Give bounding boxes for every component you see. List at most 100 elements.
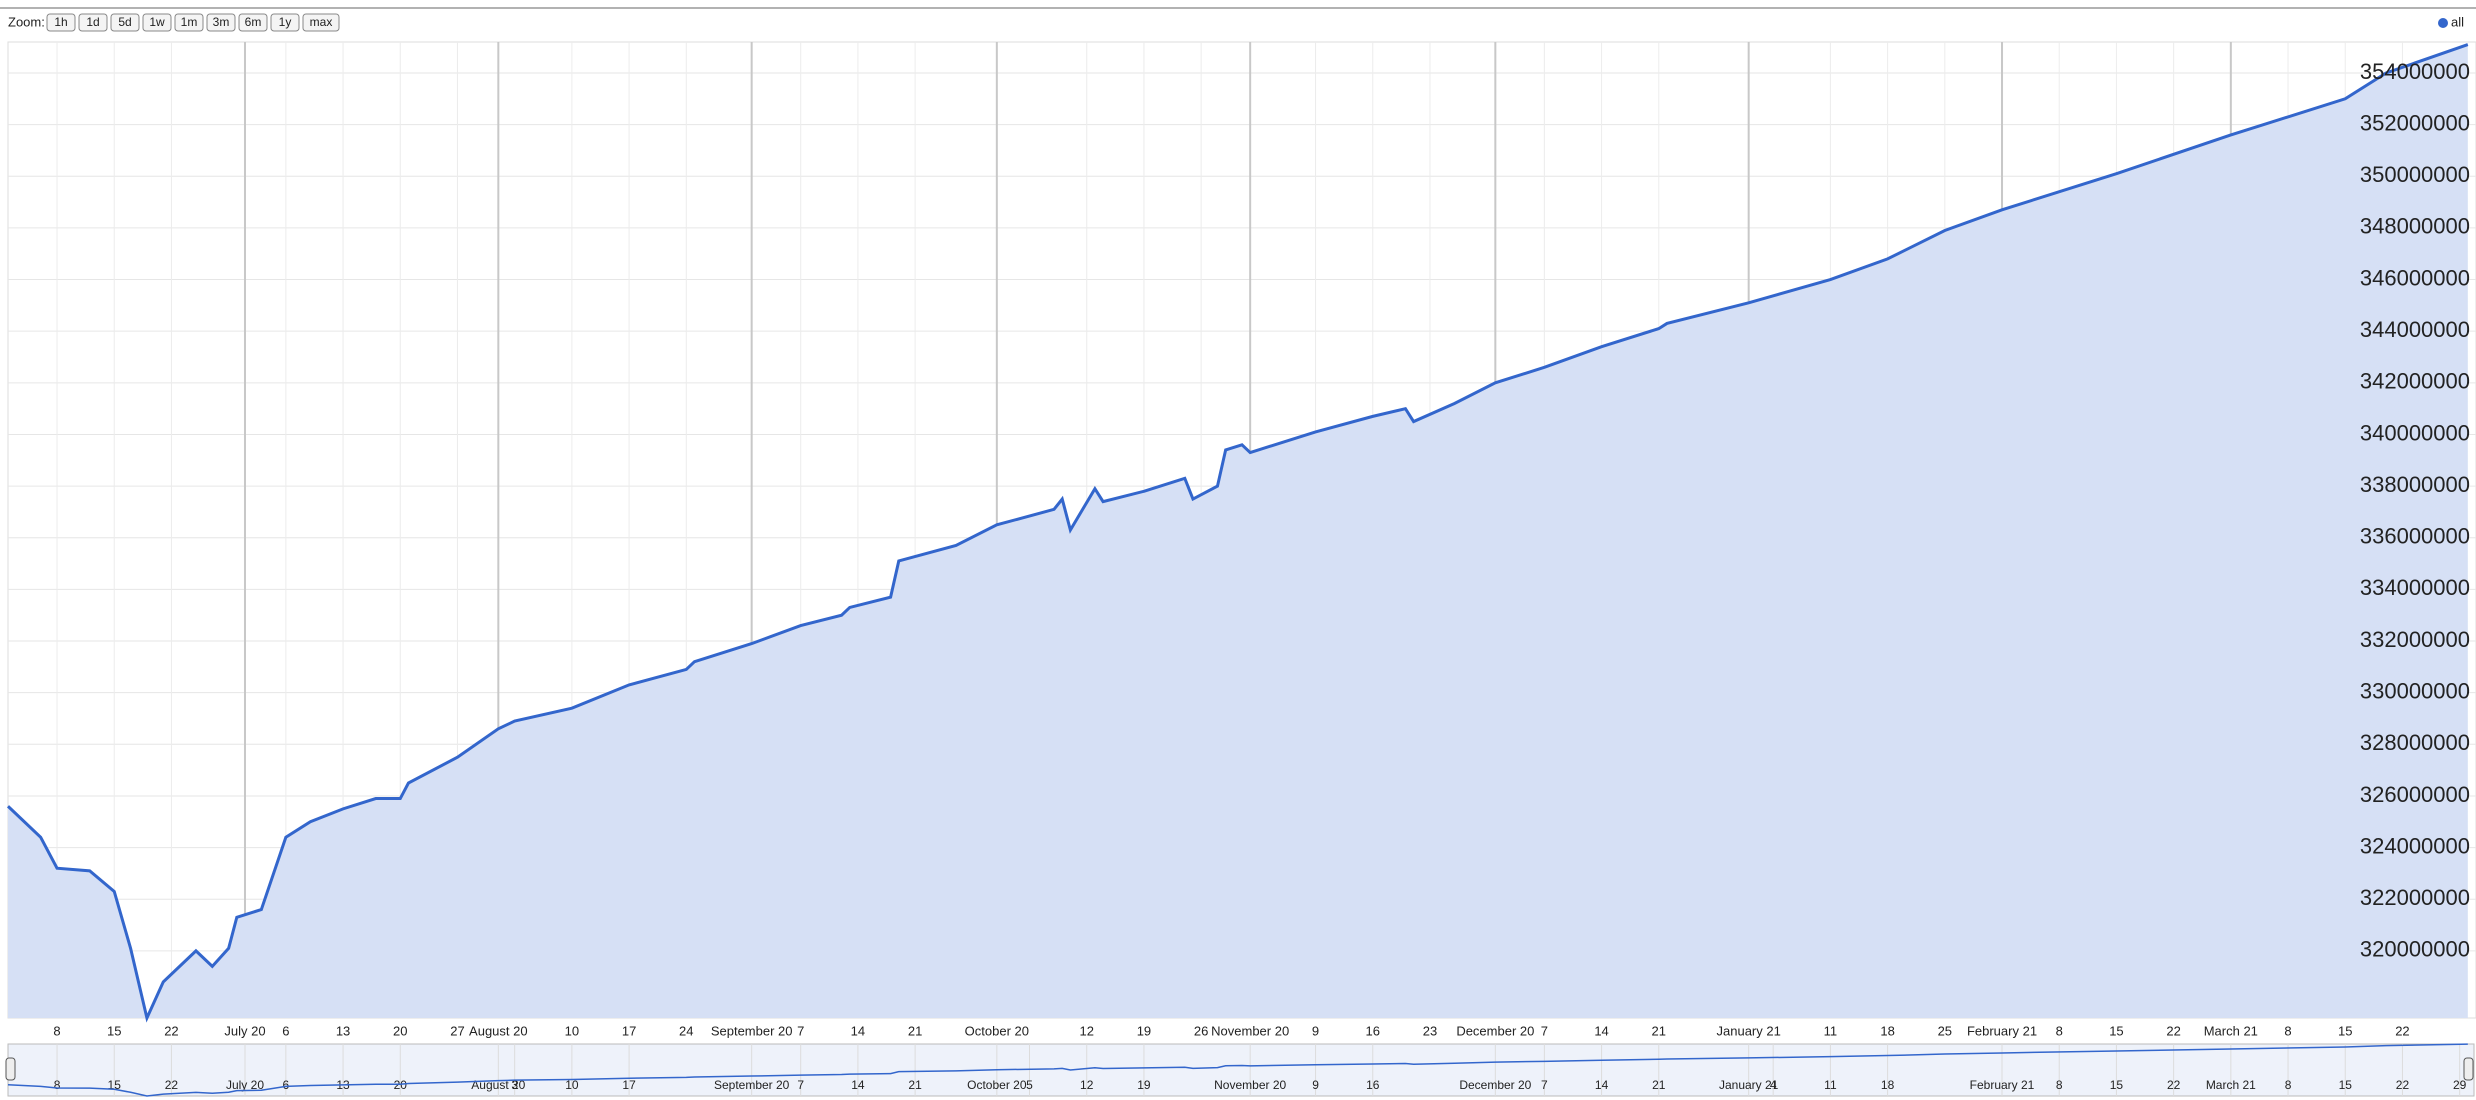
zoom-button-label[interactable]: max bbox=[310, 15, 333, 29]
navigator-tick-label: October 20 bbox=[967, 1078, 1027, 1092]
x-tick-label: 17 bbox=[622, 1023, 636, 1038]
zoom-button-label[interactable]: 5d bbox=[118, 15, 131, 29]
x-tick-label: 14 bbox=[1594, 1023, 1608, 1038]
zoom-button[interactable] bbox=[46, 13, 76, 32]
zoom-button-label[interactable]: 1y bbox=[279, 15, 292, 29]
zoom-button-label[interactable]: 1d bbox=[86, 15, 99, 29]
x-tick-label: September 20 bbox=[711, 1023, 793, 1038]
navigator-tick-label: 8 bbox=[54, 1078, 61, 1092]
y-tick-label: 326000000 bbox=[2360, 782, 2470, 807]
navigator-tick-label: 16 bbox=[1366, 1078, 1380, 1092]
x-tick-label: November 20 bbox=[1211, 1023, 1289, 1038]
navigator-tick-label: 10 bbox=[565, 1078, 579, 1092]
y-tick-label: 328000000 bbox=[2360, 730, 2470, 755]
x-tick-label: 7 bbox=[797, 1023, 804, 1038]
navigator-tick-label: 14 bbox=[1595, 1078, 1609, 1092]
x-tick-label: 16 bbox=[1366, 1023, 1380, 1038]
navigator-tick-label: 22 bbox=[165, 1078, 179, 1092]
y-tick-label: 324000000 bbox=[2360, 833, 2470, 858]
zoom-button-label[interactable]: 3m bbox=[213, 15, 230, 29]
navigator-tick-label: 7 bbox=[797, 1078, 804, 1092]
zoom-button[interactable] bbox=[110, 13, 140, 32]
x-tick-label: October 20 bbox=[965, 1023, 1029, 1038]
navigator-tick-label: 22 bbox=[2396, 1078, 2410, 1092]
x-tick-label: 8 bbox=[53, 1023, 60, 1038]
x-tick-label: 18 bbox=[1880, 1023, 1894, 1038]
zoom-button[interactable] bbox=[206, 13, 236, 32]
y-tick-label: 338000000 bbox=[2360, 472, 2470, 497]
navigator-tick-label: 8 bbox=[2056, 1078, 2063, 1092]
x-tick-label: 21 bbox=[908, 1023, 922, 1038]
navigator-handle[interactable] bbox=[5, 1057, 16, 1081]
y-tick-label: 344000000 bbox=[2360, 317, 2470, 342]
zoom-button-label[interactable]: 1h bbox=[54, 15, 67, 29]
navigator-tick-label: 6 bbox=[283, 1078, 290, 1092]
x-tick-label: February 21 bbox=[1967, 1023, 2037, 1038]
navigator-line bbox=[7, 1043, 2468, 1097]
x-tick-label: 20 bbox=[393, 1023, 407, 1038]
zoom-button[interactable] bbox=[270, 13, 300, 32]
zoom-button-label[interactable]: 6m bbox=[245, 15, 262, 29]
x-tick-label: 24 bbox=[679, 1023, 693, 1038]
y-tick-label: 352000000 bbox=[2360, 110, 2470, 135]
y-tick-label: 322000000 bbox=[2360, 885, 2470, 910]
navigator-tick-label: 7 bbox=[1541, 1078, 1548, 1092]
navigator-tick-label: February 21 bbox=[1970, 1078, 2035, 1092]
y-tick-label: 350000000 bbox=[2360, 162, 2470, 187]
zoom-button[interactable] bbox=[302, 13, 340, 32]
navigator-tick-label: 4 bbox=[1770, 1078, 1777, 1092]
x-tick-label: January 21 bbox=[1717, 1023, 1781, 1038]
navigator-tick-label: 22 bbox=[2167, 1078, 2181, 1092]
y-tick-label: 332000000 bbox=[2360, 627, 2470, 652]
navigator-tick-label: 18 bbox=[1881, 1078, 1895, 1092]
navigator-tick-label: 20 bbox=[394, 1078, 408, 1092]
y-tick-label: 320000000 bbox=[2360, 937, 2470, 962]
navigator-tick-label: January 21 bbox=[1719, 1078, 1779, 1092]
x-tick-label: 8 bbox=[2056, 1023, 2063, 1038]
x-tick-label: 8 bbox=[2284, 1023, 2291, 1038]
navigator-tick-label: 29 bbox=[2453, 1078, 2467, 1092]
navigator-tick-label: 19 bbox=[1137, 1078, 1151, 1092]
zoom-button[interactable] bbox=[78, 13, 108, 32]
navigator-handle[interactable] bbox=[2463, 1057, 2474, 1081]
x-tick-label: 13 bbox=[336, 1023, 350, 1038]
navigator-tick-label: 12 bbox=[1080, 1078, 1094, 1092]
x-tick-label: 11 bbox=[1824, 1023, 1838, 1038]
x-tick-label: 21 bbox=[1652, 1023, 1666, 1038]
navigator-tick-label: November 20 bbox=[1214, 1078, 1286, 1092]
x-tick-label: December 20 bbox=[1456, 1023, 1534, 1038]
area-fill bbox=[8, 44, 2468, 1018]
y-tick-label: 340000000 bbox=[2360, 420, 2470, 445]
x-tick-label: 22 bbox=[2166, 1023, 2180, 1038]
y-tick-label: 346000000 bbox=[2360, 265, 2470, 290]
x-tick-label: 7 bbox=[1541, 1023, 1548, 1038]
y-tick-label: 336000000 bbox=[2360, 524, 2470, 549]
navigator-tick-label: 9 bbox=[1312, 1078, 1319, 1092]
navigator-tick-label: 8 bbox=[2285, 1078, 2292, 1092]
zoom-button[interactable] bbox=[174, 13, 204, 32]
legend-label[interactable]: all bbox=[2451, 14, 2464, 29]
navigator-tick-label: 14 bbox=[851, 1078, 865, 1092]
x-tick-label: 9 bbox=[1312, 1023, 1319, 1038]
navigator-tick-label: 5 bbox=[1026, 1078, 1033, 1092]
navigator bbox=[7, 1043, 2475, 1097]
y-tick-label: 342000000 bbox=[2360, 369, 2470, 394]
navigator-tick-label: September 20 bbox=[714, 1078, 790, 1092]
y-tick-label: 348000000 bbox=[2360, 214, 2470, 239]
y-tick-label: 334000000 bbox=[2360, 575, 2470, 600]
navigator-tick-label: 21 bbox=[1652, 1078, 1666, 1092]
x-tick-label: 10 bbox=[565, 1023, 579, 1038]
navigator-tick-label: 15 bbox=[2339, 1078, 2353, 1092]
navigator-tick-label: 11 bbox=[1824, 1078, 1837, 1092]
zoom-button-label[interactable]: 1w bbox=[149, 15, 165, 29]
x-tick-label: 22 bbox=[2395, 1023, 2409, 1038]
zoom-button[interactable] bbox=[142, 13, 172, 32]
x-tick-label: 22 bbox=[164, 1023, 178, 1038]
x-tick-label: 15 bbox=[2109, 1023, 2123, 1038]
x-tick-label: August 20 bbox=[469, 1023, 528, 1038]
x-tick-label: 6 bbox=[282, 1023, 289, 1038]
y-tick-label: 354000000 bbox=[2360, 59, 2470, 84]
zoom-button[interactable] bbox=[238, 13, 268, 32]
zoom-button-label[interactable]: 1m bbox=[181, 15, 198, 29]
